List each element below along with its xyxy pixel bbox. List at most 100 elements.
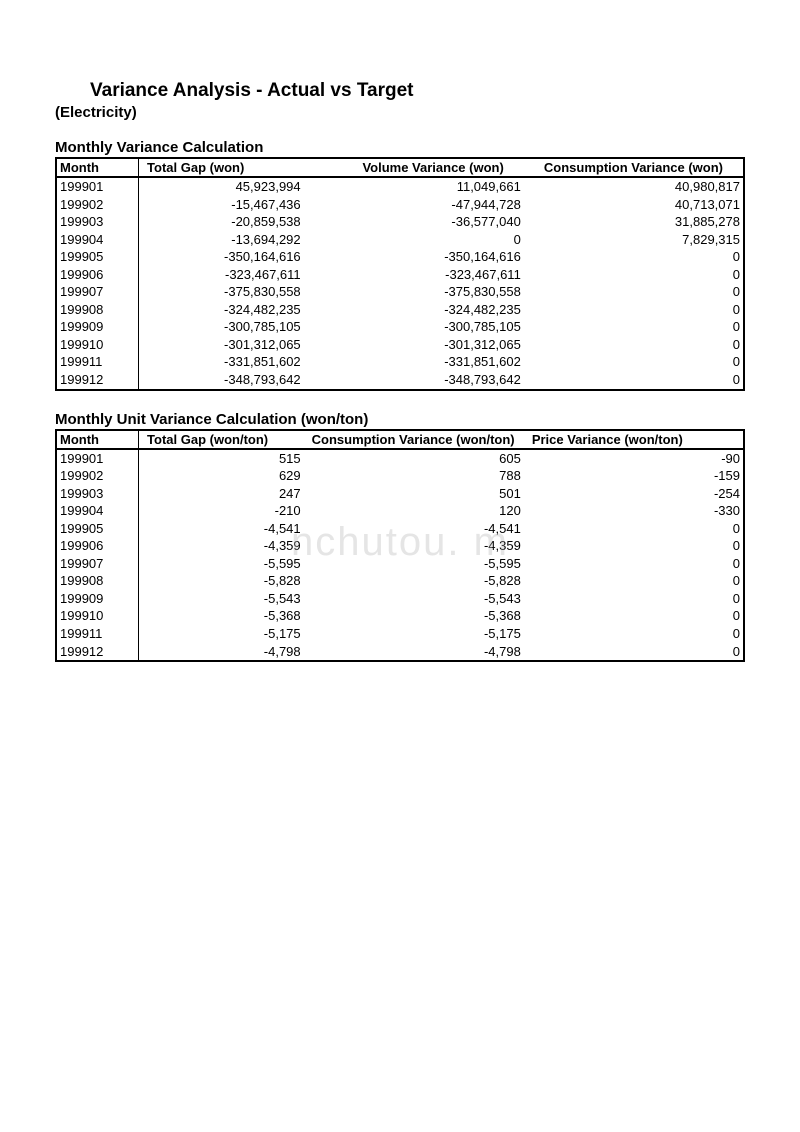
value-cell: -330 (524, 502, 744, 520)
value-cell: 0 (524, 336, 744, 354)
value-cell: 0 (524, 625, 744, 643)
month-cell: 199904 (56, 231, 139, 249)
value-cell: -5,595 (139, 555, 304, 573)
column-header: Total Gap (won) (139, 158, 304, 177)
value-cell: 0 (524, 607, 744, 625)
month-cell: 199907 (56, 283, 139, 301)
table-row: 199907-5,595-5,5950 (56, 555, 744, 573)
table-row: 199906-4,359-4,3590 (56, 537, 744, 555)
month-cell: 199909 (56, 318, 139, 336)
month-cell: 199905 (56, 520, 139, 538)
value-cell: 0 (524, 371, 744, 390)
table-row: 199910-301,312,065-301,312,0650 (56, 336, 744, 354)
value-cell: 0 (524, 520, 744, 538)
value-cell: -375,830,558 (304, 283, 524, 301)
value-cell: -301,312,065 (139, 336, 304, 354)
value-cell: -254 (524, 485, 744, 503)
page-title: Variance Analysis - Actual vs Target (90, 80, 745, 102)
value-cell: 31,885,278 (524, 213, 744, 231)
month-cell: 199912 (56, 643, 139, 662)
table-row: 199911-5,175-5,1750 (56, 625, 744, 643)
value-cell: 0 (524, 643, 744, 662)
month-cell: 199905 (56, 248, 139, 266)
value-cell: -5,543 (304, 590, 524, 608)
value-cell: 0 (304, 231, 524, 249)
month-cell: 199910 (56, 336, 139, 354)
column-header: Volume Variance (won) (304, 158, 524, 177)
value-cell: -159 (524, 467, 744, 485)
month-cell: 199911 (56, 353, 139, 371)
column-header: Month (56, 158, 139, 177)
month-cell: 199902 (56, 467, 139, 485)
month-cell: 199903 (56, 213, 139, 231)
column-header: Price Variance (won/ton) (524, 430, 744, 449)
table-row: 199902629788-159 (56, 467, 744, 485)
value-cell: 515 (139, 449, 304, 468)
value-cell: -300,785,105 (304, 318, 524, 336)
table-row: 199912-4,798-4,7980 (56, 643, 744, 662)
month-cell: 199908 (56, 572, 139, 590)
value-cell: -301,312,065 (304, 336, 524, 354)
month-cell: 199902 (56, 196, 139, 214)
value-cell: 0 (524, 590, 744, 608)
table-row: 199903247501-254 (56, 485, 744, 503)
table-row: 199909-300,785,105-300,785,1050 (56, 318, 744, 336)
table-row: 199903-20,859,538-36,577,04031,885,278 (56, 213, 744, 231)
value-cell: -350,164,616 (139, 248, 304, 266)
value-cell: 605 (304, 449, 524, 468)
column-header: Consumption Variance (won/ton) (304, 430, 524, 449)
value-cell: -36,577,040 (304, 213, 524, 231)
value-cell: -5,543 (139, 590, 304, 608)
table-row: 199905-4,541-4,5410 (56, 520, 744, 538)
table-row: 199906-323,467,611-323,467,6110 (56, 266, 744, 284)
value-cell: 247 (139, 485, 304, 503)
table-row: 19990145,923,99411,049,66140,980,817 (56, 177, 744, 196)
value-cell: 0 (524, 248, 744, 266)
value-cell: -5,595 (304, 555, 524, 573)
table-row: 199908-324,482,235-324,482,2350 (56, 301, 744, 319)
value-cell: -323,467,611 (304, 266, 524, 284)
table-row: 199911-331,851,602-331,851,6020 (56, 353, 744, 371)
value-cell: 40,980,817 (524, 177, 744, 196)
value-cell: 0 (524, 283, 744, 301)
value-cell: -20,859,538 (139, 213, 304, 231)
value-cell: 0 (524, 266, 744, 284)
value-cell: -90 (524, 449, 744, 468)
unit-variance-table: MonthTotal Gap (won/ton)Consumption Vari… (55, 429, 745, 663)
table-row: 199902-15,467,436-47,944,72840,713,071 (56, 196, 744, 214)
value-cell: -13,694,292 (139, 231, 304, 249)
value-cell: -348,793,642 (304, 371, 524, 390)
month-cell: 199911 (56, 625, 139, 643)
table1-title: Monthly Variance Calculation (55, 139, 745, 156)
value-cell: 120 (304, 502, 524, 520)
month-cell: 199901 (56, 449, 139, 468)
table2-title: Monthly Unit Variance Calculation (won/t… (55, 411, 745, 428)
month-cell: 199910 (56, 607, 139, 625)
value-cell: -5,828 (304, 572, 524, 590)
table-row: 199907-375,830,558-375,830,5580 (56, 283, 744, 301)
value-cell: 0 (524, 537, 744, 555)
value-cell: 0 (524, 353, 744, 371)
value-cell: 45,923,994 (139, 177, 304, 196)
column-header: Total Gap (won/ton) (139, 430, 304, 449)
value-cell: 0 (524, 572, 744, 590)
value-cell: 788 (304, 467, 524, 485)
month-cell: 199909 (56, 590, 139, 608)
value-cell: -348,793,642 (139, 371, 304, 390)
table-row: 199901515605-90 (56, 449, 744, 468)
month-cell: 199904 (56, 502, 139, 520)
month-cell: 199906 (56, 537, 139, 555)
page-subtitle: (Electricity) (55, 104, 745, 121)
table-row: 199905-350,164,616-350,164,6160 (56, 248, 744, 266)
month-cell: 199907 (56, 555, 139, 573)
month-cell: 199903 (56, 485, 139, 503)
month-cell: 199908 (56, 301, 139, 319)
variance-table: MonthTotal Gap (won)Volume Variance (won… (55, 157, 745, 391)
value-cell: -4,798 (304, 643, 524, 662)
value-cell: -350,164,616 (304, 248, 524, 266)
month-cell: 199901 (56, 177, 139, 196)
column-header: Month (56, 430, 139, 449)
value-cell: -4,359 (139, 537, 304, 555)
value-cell: -300,785,105 (139, 318, 304, 336)
value-cell: -210 (139, 502, 304, 520)
